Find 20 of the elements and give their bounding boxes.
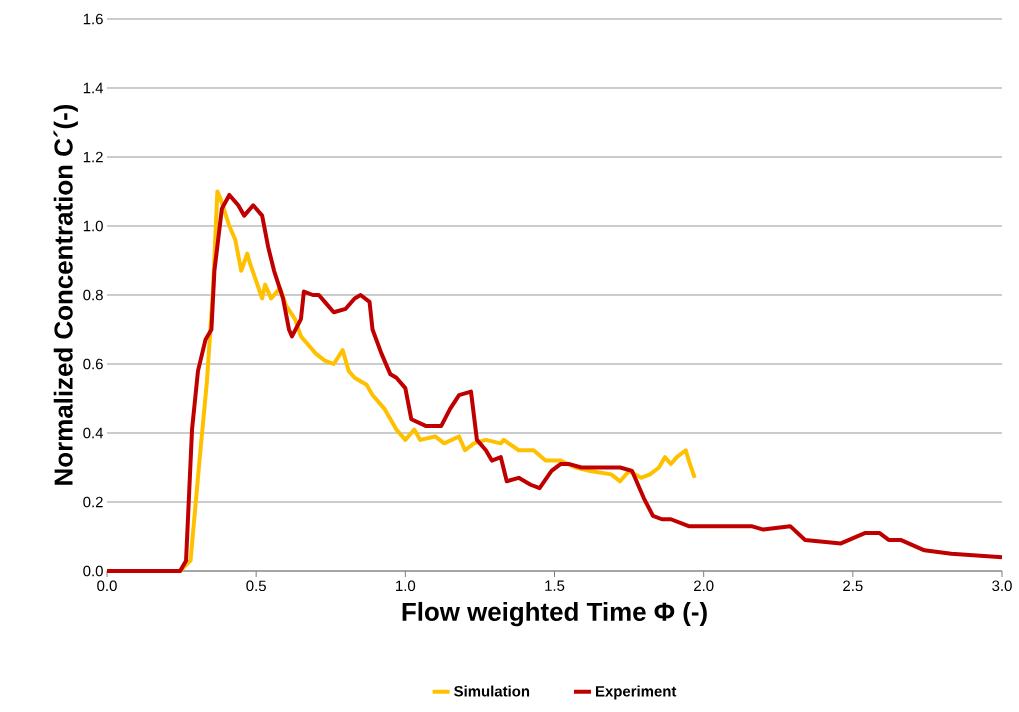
x-axis-title: Flow weighted Time Φ (-) xyxy=(402,601,707,627)
y-tick-label: 0.4 xyxy=(83,427,104,439)
y-tick-label: 0.6 xyxy=(83,358,103,370)
legend-label: Experiment xyxy=(596,685,677,700)
legend-label: Simulation xyxy=(454,685,530,697)
y-tick-label: 1.2 xyxy=(83,151,103,163)
x-tick-label: 3.0 xyxy=(992,580,1012,592)
y-axis-title: Normalized Concentration C´(-) xyxy=(53,104,78,485)
x-tick-label: 1.0 xyxy=(396,580,416,592)
y-tick-label: 0.2 xyxy=(83,496,103,508)
x-tick-label: 2.5 xyxy=(843,580,863,592)
x-tick-label: 2.0 xyxy=(694,580,714,592)
y-tick-label: 0.0 xyxy=(83,565,103,577)
x-tick-label: 1.5 xyxy=(545,580,565,591)
x-tick-label: 0.0 xyxy=(97,580,117,592)
y-tick-label: 1.4 xyxy=(83,82,104,94)
y-tick-label: 1.6 xyxy=(83,13,103,25)
y-tick-label: 0.8 xyxy=(83,289,103,301)
y-tick-label: 1.0 xyxy=(83,220,103,232)
x-tick-label: 0.5 xyxy=(246,580,266,592)
